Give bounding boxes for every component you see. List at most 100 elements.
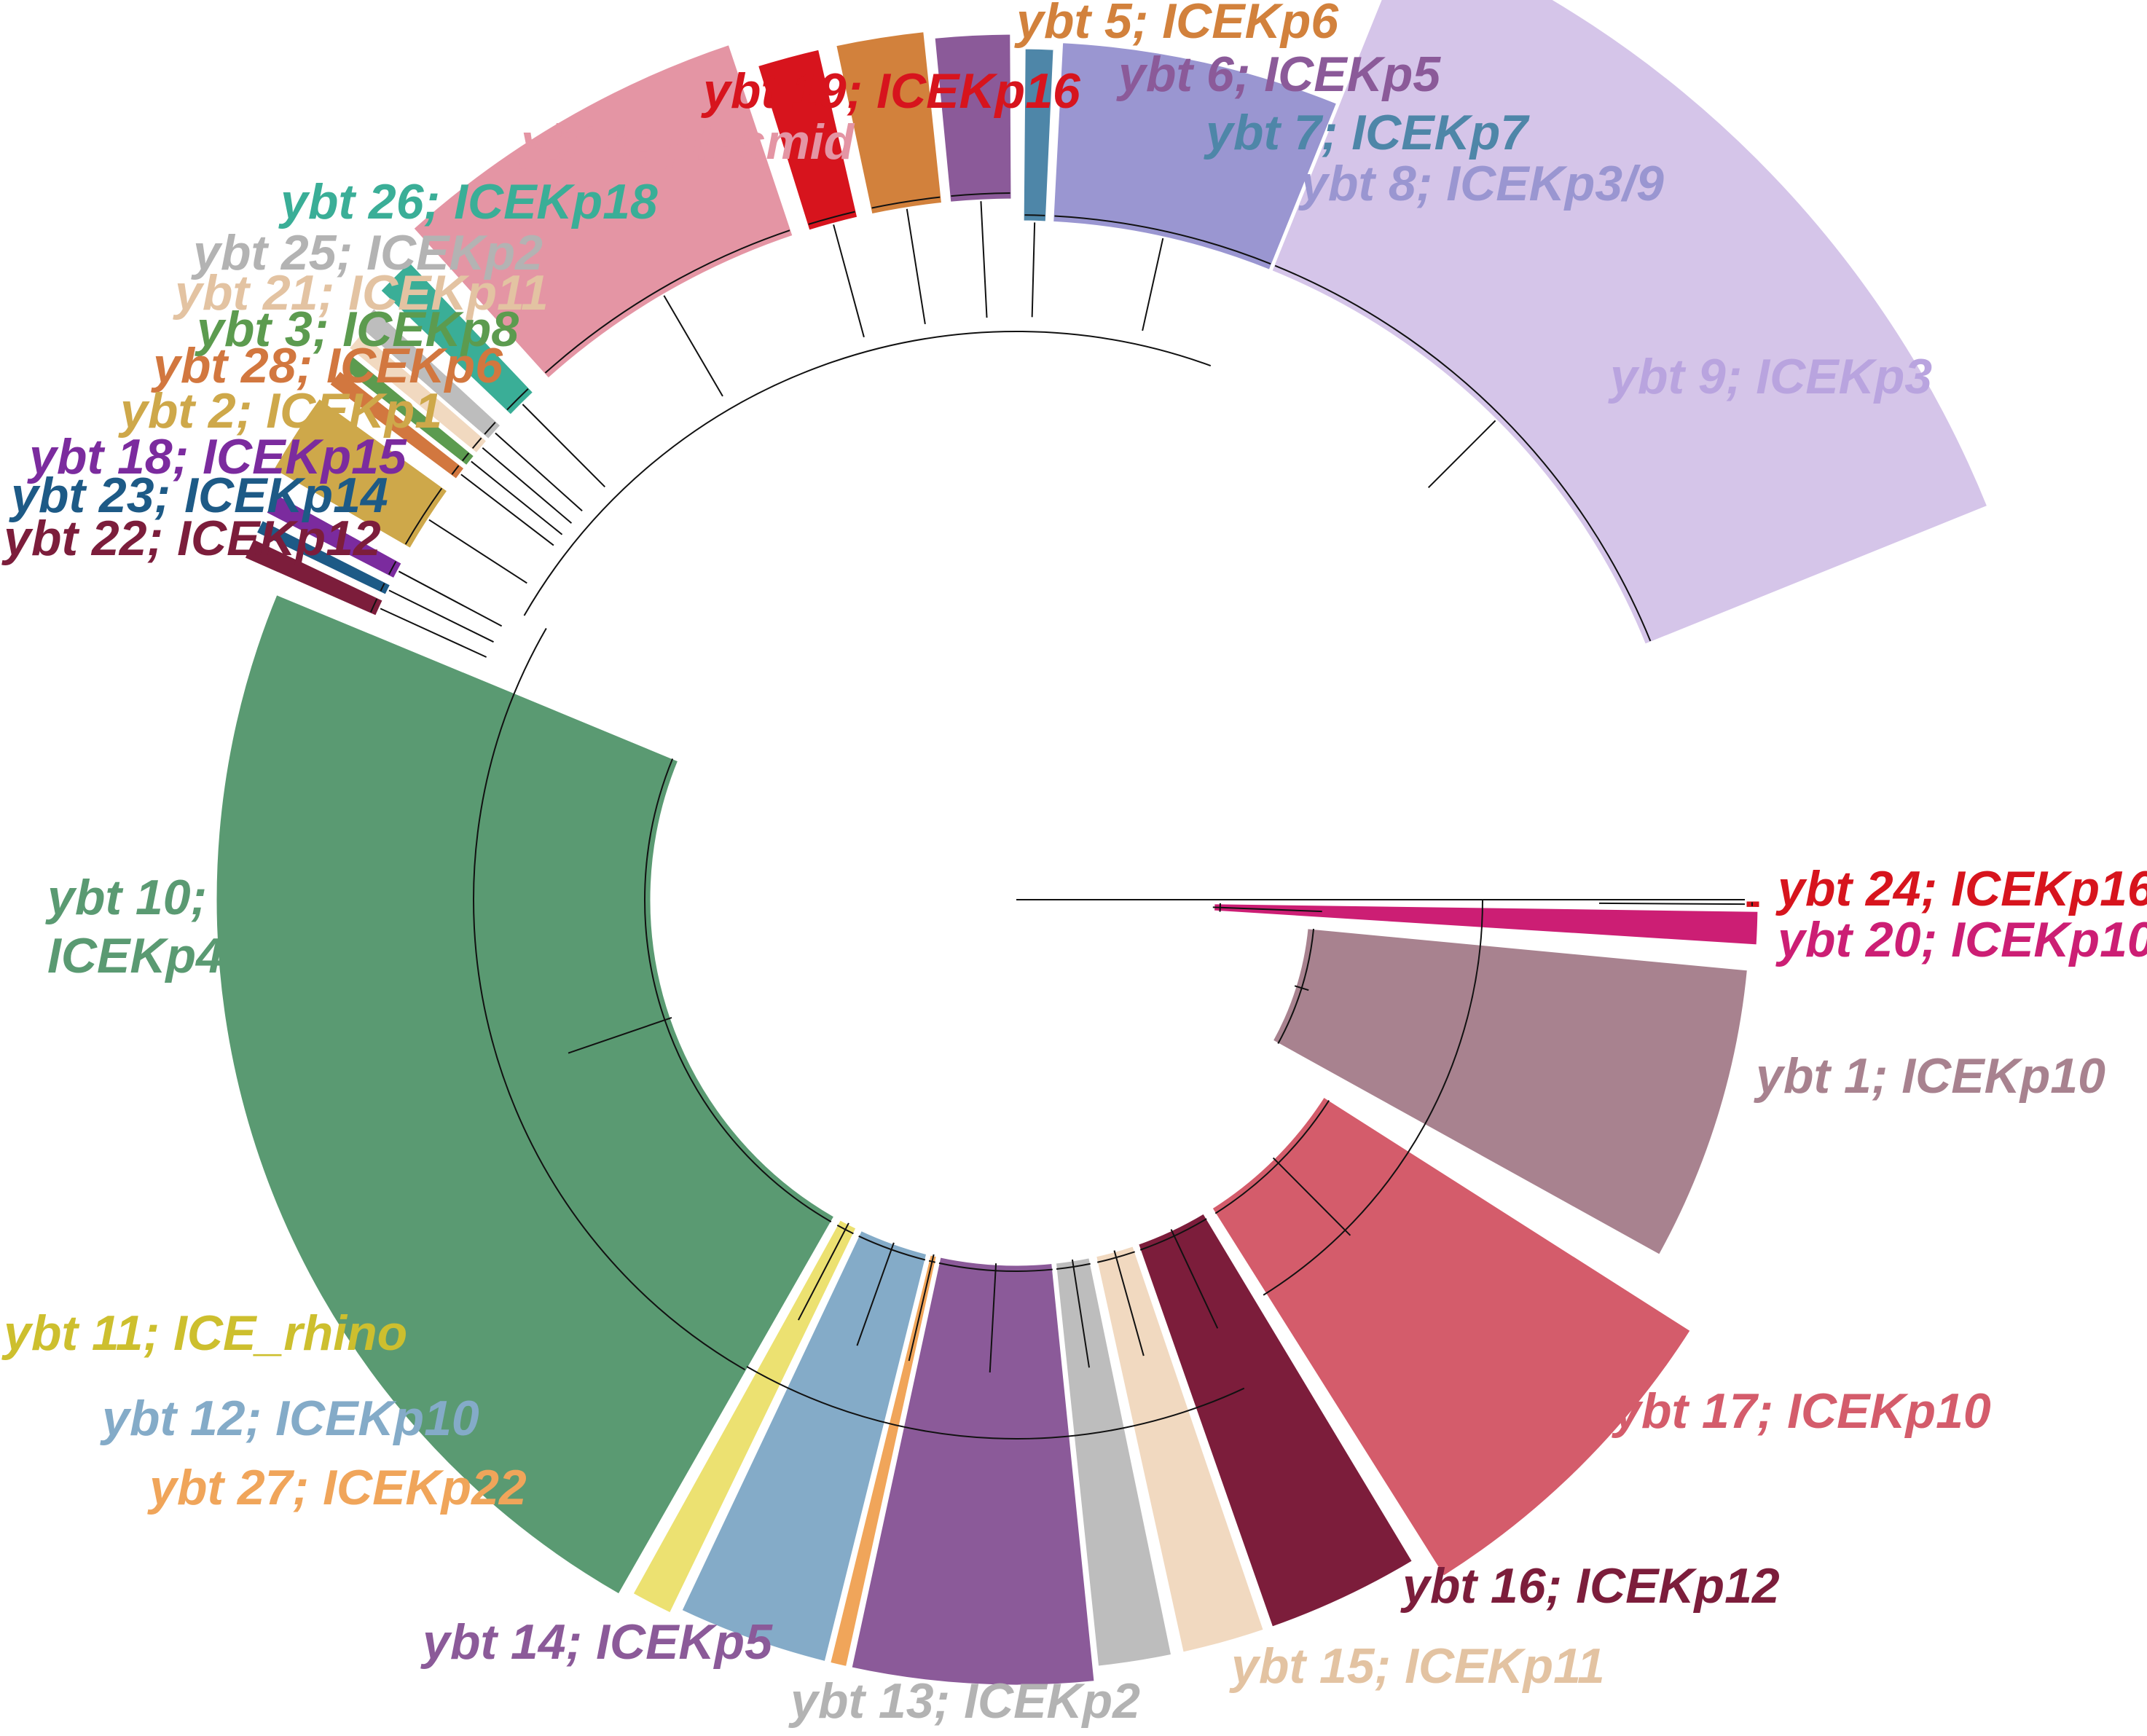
clade-wedge-ybt19 [754, 45, 862, 235]
clade-wedge-ybt12 [678, 1226, 931, 1665]
clade-label-ybt13: ybt 13; ICEKp2 [788, 1673, 1140, 1729]
clade-label-ybt6: ybt 6; ICEKp5 [1116, 47, 1441, 102]
clade-label-line: ybt 5; ICEKp6 [1014, 0, 1339, 49]
tree-backbone-lower [746, 1365, 1245, 1440]
tree-tips-ybt26 [506, 388, 529, 411]
clade-wedge-ybt1 [1268, 924, 1751, 1260]
tree-branch-ybt14 [989, 1263, 997, 1373]
clade-wedge-ybt15 [1092, 1242, 1268, 1657]
clade-label-line: ybt 2; ICEKp1 [118, 383, 442, 439]
tree-backbone-left [473, 628, 746, 1371]
tree-branch-ybt13 [1071, 1259, 1090, 1368]
clade-wedge-ybt8 [1050, 39, 1341, 274]
tree-tips-ybt6 [951, 192, 1010, 197]
clade-label-ybt4: ybt 4; plasmid [519, 114, 855, 170]
clade-label-line: ybt 25; ICEKp2 [191, 225, 543, 280]
clade-label-line: ybt 18; ICEKp15 [27, 429, 407, 484]
clade-label-ybt27: ybt 27; ICEKp22 [147, 1460, 527, 1515]
clade-wedges [213, 0, 1992, 1689]
tree-branch-ybt26 [522, 404, 606, 488]
clade-label-ybt10: ybt 10; ICEKp4 [45, 870, 224, 983]
clade-wedge-ybt28 [325, 366, 469, 484]
clade-wedge-ybt3 [338, 351, 479, 470]
tree-tips-ybt21 [471, 437, 482, 449]
tree-branch-ybt27 [908, 1254, 935, 1362]
clade-wedge-ybt4 [409, 40, 797, 383]
clade-wedge-ybt16 [1134, 1209, 1417, 1631]
clade-label-line: ybt 12; ICEKp10 [100, 1391, 479, 1446]
clade-label-line: ybt 23; ICEKp14 [9, 468, 388, 523]
tree-tips-ybt17 [1214, 1099, 1330, 1214]
clade-wedge-ybt13 [1052, 1254, 1175, 1670]
tree-branch-ybt24 [1598, 902, 1745, 906]
clade-wedge-ybt18 [262, 490, 407, 583]
tree-tips-ybt18 [388, 561, 397, 576]
tree-branch-ybt25 [495, 432, 583, 511]
tree-branches [369, 192, 1753, 1440]
clade-label-ybt24: ybt 24; ICEKp16 [1775, 861, 2147, 916]
clade-label-ybt21: ybt 21; ICEKp11 [173, 265, 549, 321]
clade-label-line: ybt 9; ICEKp3 [1608, 349, 1932, 404]
tree-tips-ybt14 [938, 1262, 1053, 1272]
clade-label-line: ybt 10; [45, 870, 207, 925]
clade-wedge-ybt26 [376, 257, 538, 420]
tree-tips-ybt11 [836, 1225, 854, 1235]
clade-label-line: ybt 21; ICEKp11 [173, 265, 549, 321]
tree-tips-ybt1 [1277, 928, 1315, 1045]
clade-wedge-ybt7 [1020, 45, 1057, 225]
clade-label-ybt3: ybt 3; ICEKp8 [195, 302, 519, 357]
tree-tips-ybt10 [644, 758, 832, 1222]
clade-label-line: ICEKp4 [47, 928, 224, 983]
clade-label-line: ybt 8; ICEKp3/9 [1298, 156, 1664, 211]
tree-branch-ybt3 [471, 460, 563, 535]
tree-branch-ybt7 [1031, 222, 1036, 318]
clade-label-ybt14: ybt 14; ICEKp5 [420, 1614, 773, 1670]
clade-label-ybt5: ybt 5; ICEKp6 [1014, 0, 1339, 49]
clade-label-ybt20: ybt 20; ICEKp10 [1775, 912, 2147, 967]
tree-branch-ybt8 [1142, 237, 1164, 331]
clade-label-line: ybt 3; ICEKp8 [195, 302, 519, 357]
clade-wedge-ybt11 [629, 1215, 860, 1617]
tree-tips-ybt28 [451, 465, 460, 475]
clade-wedge-ybt21 [345, 328, 492, 457]
clade-label-ybt12: ybt 12; ICEKp10 [100, 1391, 479, 1446]
tree-branch-ybt22 [380, 608, 487, 658]
clade-label-line: ybt 19; ICEKp16 [701, 63, 1081, 119]
clade-label-ybt16: ybt 16; ICEKp12 [1400, 1558, 1780, 1614]
clade-label-ybt9: ybt 9; ICEKp3 [1608, 349, 1932, 404]
tree-branch-ybt19 [833, 224, 865, 338]
clade-label-line: ybt 11; ICE_rhino [1, 1305, 407, 1361]
clade-label-ybt17: ybt 17; ICEKp10 [1612, 1383, 1991, 1439]
tree-branch-ybt11 [797, 1222, 849, 1321]
clade-label-ybt1: ybt 1; ICEKp10 [1754, 1048, 2105, 1104]
clade-wedge-ybt22 [240, 535, 388, 620]
tree-backbone-top [523, 331, 1212, 616]
clade-label-ybt26: ybt 26; ICEKp18 [278, 174, 658, 229]
clade-label-line: ybt 16; ICEKp12 [1400, 1558, 1780, 1614]
clade-label-ybt7: ybt 7; ICEKp7 [1204, 105, 1530, 160]
tree-tips-ybt22 [369, 598, 378, 613]
tree-branch-ybt12 [856, 1242, 895, 1346]
clade-label-ybt11: ybt 11; ICE_rhino [1, 1305, 407, 1361]
clade-label-ybt28: ybt 28; ICEKp6 [151, 338, 503, 393]
tree-tips-ybt27 [928, 1260, 935, 1263]
clade-wedge-ybt23 [252, 516, 395, 600]
clade-label-line: ybt 26; ICEKp18 [278, 174, 658, 229]
tree-tips-ybt3 [462, 452, 470, 462]
clade-label-line: ybt 24; ICEKp16 [1775, 861, 2147, 916]
tree-backbone-inner [1263, 899, 1483, 1296]
clade-wedge-ybt5 [832, 28, 946, 218]
tree-tips-ybt2 [404, 487, 443, 545]
clade-label-line: ybt 6; ICEKp5 [1116, 47, 1441, 102]
clade-label-ybt22: ybt 22; ICEKp12 [1, 511, 381, 566]
tree-tips-ybt12 [858, 1235, 926, 1261]
tree-branch-ybt23 [388, 589, 494, 643]
tree-tips-ybt13 [1056, 1262, 1091, 1270]
clade-label-line: ybt 22; ICEKp12 [1, 511, 381, 566]
clade-label-ybt8: ybt 8; ICEKp3/9 [1298, 156, 1664, 211]
tree-tips-ybt8 [1054, 215, 1271, 265]
tree-tips-ybt7 [1024, 214, 1045, 216]
